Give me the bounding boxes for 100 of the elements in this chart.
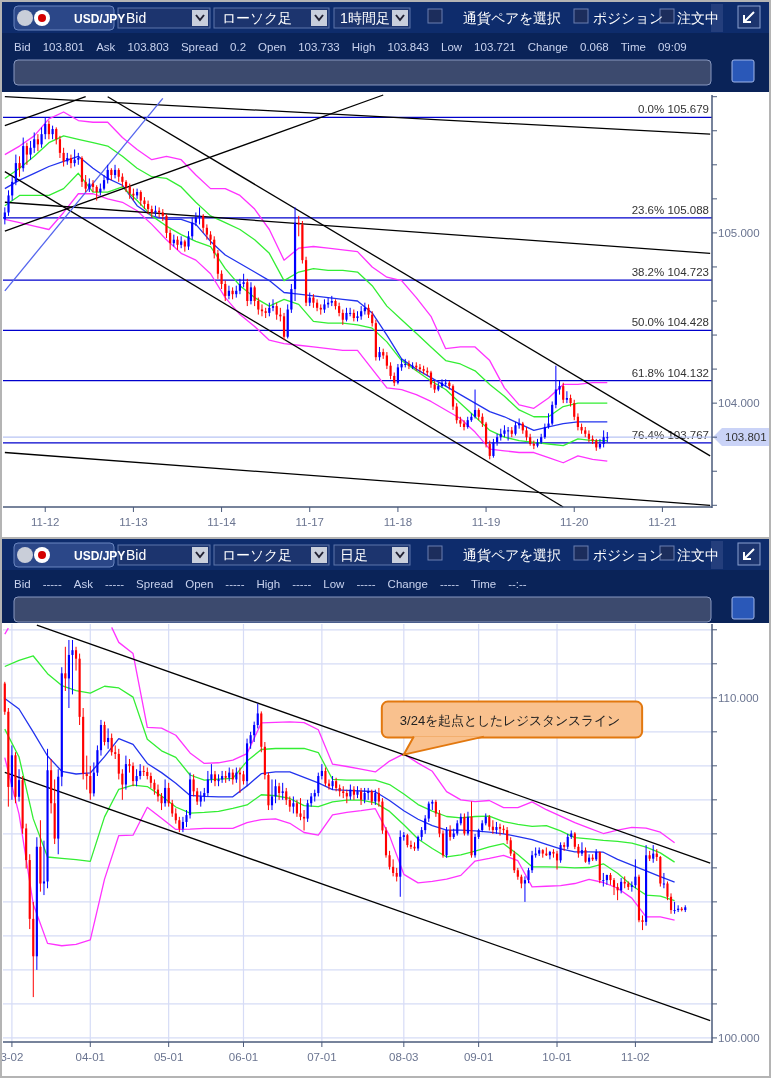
candlestick <box>25 142 28 166</box>
text: Bid <box>126 10 147 26</box>
text: Change <box>387 578 428 590</box>
x-tick-label: 11-14 <box>207 516 237 528</box>
text: Low <box>441 41 463 53</box>
ref-line-label: 61.8% 104.132 <box>631 366 709 379</box>
text: ポジション <box>593 10 663 26</box>
ref-line-label: 103.801 <box>725 431 767 444</box>
x-tick-label: 05-01 <box>153 1051 184 1063</box>
candlestick <box>187 230 190 251</box>
candlestick <box>22 137 25 173</box>
candlestick <box>492 438 495 459</box>
candlestick <box>117 748 120 780</box>
x-tick-label: 07-01 <box>307 1051 337 1063</box>
candlestick <box>602 872 605 888</box>
text: 103.843 <box>387 41 429 53</box>
candlestick <box>407 360 411 370</box>
candlestick <box>224 280 227 302</box>
text: USD/JPY <box>74 12 126 26</box>
candlestick <box>551 400 554 426</box>
candlestick <box>488 440 491 460</box>
line-series <box>4 655 676 863</box>
text: Bid <box>14 578 31 590</box>
text: Spread <box>136 578 174 590</box>
candlestick <box>562 382 565 404</box>
annotation: 3/24を起点としたレジスタンスライン <box>399 712 621 728</box>
x-tick-label: 04-01 <box>75 1051 105 1063</box>
candlestick <box>192 773 195 797</box>
candlestick <box>319 303 322 316</box>
candlestick <box>315 298 319 312</box>
candlestick <box>69 154 73 169</box>
text: ローソク足 <box>222 547 292 563</box>
candlestick <box>473 389 477 419</box>
text: --:-- <box>508 578 527 590</box>
candlestick <box>249 281 253 305</box>
text: ----- <box>292 578 312 590</box>
text: ----- <box>439 578 460 590</box>
text: USD/JPY <box>74 549 126 563</box>
candlestick <box>202 213 205 234</box>
candlestick <box>36 133 39 152</box>
x-tick-label: 11-13 <box>119 516 148 528</box>
x-tick-label: 09-01 <box>463 1051 494 1063</box>
candlestick <box>227 285 231 300</box>
candlestick <box>67 639 70 709</box>
candlestick <box>418 363 422 373</box>
candlestick <box>167 782 170 808</box>
candlestick <box>58 135 62 159</box>
candlestick <box>238 278 242 295</box>
candlestick <box>181 816 184 833</box>
candlestick <box>80 155 84 188</box>
candlestick <box>498 823 502 837</box>
candlestick <box>14 154 17 186</box>
candlestick <box>563 841 566 852</box>
candlestick <box>110 733 113 757</box>
text: Open <box>258 41 287 53</box>
text: Time <box>471 578 497 590</box>
x-tick-label: 11-19 <box>471 516 501 528</box>
text: ----- <box>356 578 376 590</box>
text: 103.733 <box>298 41 340 53</box>
candlestick <box>324 767 327 787</box>
candlestick <box>605 874 608 886</box>
candlestick <box>253 285 256 307</box>
candlestick <box>509 836 512 857</box>
candlestick <box>216 249 220 280</box>
candlestick <box>213 770 217 787</box>
candlestick <box>587 429 591 443</box>
line-series <box>4 757 676 947</box>
candlestick <box>507 426 510 442</box>
candlestick <box>466 811 470 837</box>
candlestick <box>559 841 562 864</box>
candlestick <box>290 283 293 314</box>
candlestick <box>103 721 106 746</box>
y-tick-label: 105.000 <box>718 226 760 239</box>
candlestick <box>612 877 616 896</box>
text: Bid <box>126 547 147 563</box>
candlestick <box>662 872 665 889</box>
text: 103.721 <box>474 41 516 53</box>
candlestick <box>74 646 78 672</box>
x-tick-label: 3-02 <box>0 1051 24 1063</box>
candlestick <box>17 768 21 803</box>
text: High <box>351 41 376 53</box>
x-tick-label: 11-21 <box>648 516 677 528</box>
x-tick-label: 06-01 <box>228 1051 259 1063</box>
candlestick <box>580 841 584 857</box>
candlestick <box>149 772 152 789</box>
candlestick <box>606 431 609 443</box>
candlestick <box>206 770 209 797</box>
x-tick-label: 11-17 <box>295 516 325 528</box>
candlestick <box>302 809 306 831</box>
candlestick <box>124 179 128 193</box>
candlestick <box>64 646 67 692</box>
ref-line-label: 23.6% 105.088 <box>631 203 709 216</box>
candlestick <box>306 799 309 823</box>
text: Ask <box>96 41 116 53</box>
candlestick <box>278 782 281 801</box>
text: Change <box>527 41 568 53</box>
text: 103.803 <box>127 41 169 53</box>
text: Open <box>185 578 214 590</box>
y-tick-label: 100.000 <box>718 1031 760 1044</box>
candlestick <box>246 278 249 307</box>
